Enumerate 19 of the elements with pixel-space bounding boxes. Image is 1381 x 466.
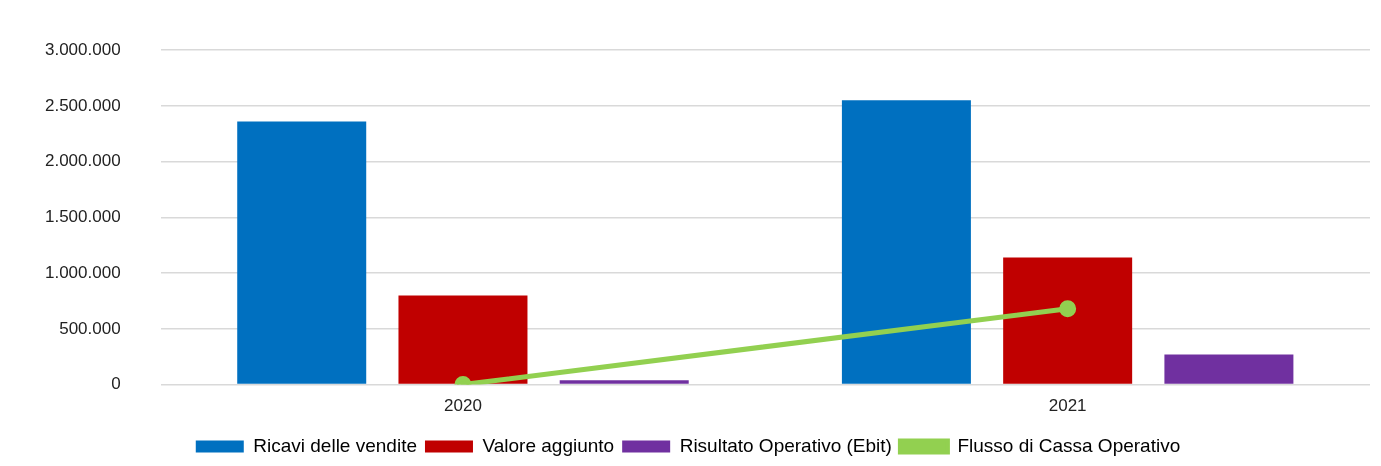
y-tick-label: 2.000.000 — [44, 151, 121, 171]
y-tick-label: 0 — [111, 374, 121, 394]
legend-label: Risultato Operativo (Ebit) — [679, 434, 892, 456]
bar — [237, 121, 367, 384]
bar — [1003, 257, 1133, 384]
x-tick-label: 2020 — [444, 396, 482, 416]
y-tick-label: 1.000.000 — [44, 262, 121, 282]
y-tick-label: 3.000.000 — [44, 39, 121, 59]
legend-label: Valore aggiunto — [482, 434, 615, 456]
bar — [398, 295, 528, 384]
x-tick-label: 2021 — [1048, 396, 1087, 416]
legend-label: Ricavi delle vendite — [253, 434, 417, 456]
bar — [841, 100, 971, 384]
y-tick-label: 1.500.000 — [44, 207, 121, 227]
bar — [1164, 354, 1294, 384]
y-tick-label: 2.500.000 — [44, 95, 121, 115]
bar — [559, 380, 689, 384]
legend-label: Flusso di Cassa Operativo — [957, 434, 1181, 456]
y-tick-label: 500.000 — [59, 318, 121, 338]
